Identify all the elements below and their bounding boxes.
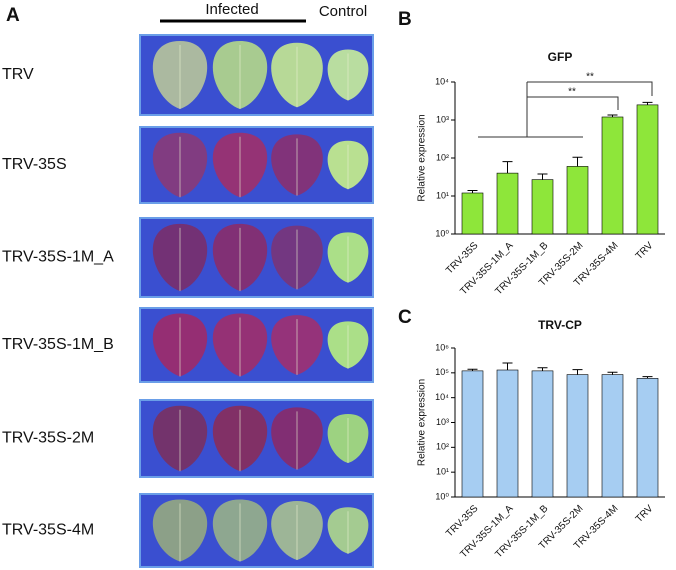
error-bar bbox=[467, 368, 478, 371]
y-tick-label: 10⁵ bbox=[435, 367, 449, 377]
error-bar bbox=[537, 367, 548, 371]
x-tick-label: TRV-35S bbox=[444, 240, 481, 277]
panel-label: B bbox=[398, 9, 412, 30]
x-tick-label: TRV bbox=[634, 240, 656, 262]
significance: ** bbox=[568, 87, 576, 98]
error-bar bbox=[607, 371, 618, 375]
y-tick-label: 10⁰ bbox=[435, 491, 449, 501]
chart-title: GFP bbox=[548, 50, 573, 64]
y-tick-label: 10³ bbox=[436, 114, 449, 124]
row-label: TRV-35S-2M bbox=[2, 430, 94, 447]
bar bbox=[461, 192, 484, 235]
error-bar bbox=[607, 114, 618, 117]
bar bbox=[496, 369, 519, 498]
y-tick-label: 10¹ bbox=[436, 190, 449, 200]
y-tick-label: 10³ bbox=[436, 417, 449, 427]
row-label: TRV-35S bbox=[2, 156, 67, 173]
y-tick-label: 10² bbox=[436, 442, 449, 452]
error-bar bbox=[642, 376, 653, 379]
panel-label: C bbox=[398, 307, 412, 328]
bar bbox=[566, 374, 589, 498]
row-label: TRV-35S-1M_A bbox=[2, 249, 114, 266]
row-label: TRV bbox=[2, 66, 34, 83]
bar bbox=[566, 166, 589, 235]
bar bbox=[636, 378, 659, 498]
panel-label: A bbox=[6, 5, 20, 26]
row-label: TRV-35S-4M bbox=[2, 522, 94, 539]
error-bar bbox=[502, 161, 513, 174]
bar bbox=[636, 104, 659, 235]
error-bar bbox=[537, 173, 548, 180]
y-tick-label: 10⁴ bbox=[435, 76, 449, 86]
error-bar bbox=[572, 369, 583, 375]
error-bar bbox=[502, 362, 513, 371]
y-axis-label: Relative expression bbox=[417, 114, 428, 201]
infected-label: Infected bbox=[205, 1, 258, 18]
control-label: Control bbox=[319, 3, 367, 20]
bar bbox=[461, 370, 484, 498]
bar bbox=[531, 179, 554, 235]
y-axis-label: Relative expression bbox=[417, 379, 428, 466]
y-tick-label: 10⁰ bbox=[435, 228, 449, 238]
row-label: TRV-35S-1M_B bbox=[2, 336, 114, 353]
significance-brackets bbox=[478, 81, 653, 138]
error-bar bbox=[642, 101, 653, 105]
x-tick-label: TRV bbox=[634, 503, 656, 525]
chart-title: TRV-CP bbox=[538, 318, 582, 332]
y-tick-label: 10² bbox=[436, 152, 449, 162]
x-tick-label: TRV-35S bbox=[444, 503, 481, 540]
bar bbox=[601, 116, 624, 235]
error-bar bbox=[467, 189, 478, 193]
significance: ** bbox=[586, 72, 594, 83]
error-bar bbox=[572, 156, 583, 167]
y-tick-label: 10¹ bbox=[436, 467, 449, 477]
y-tick-label: 10⁶ bbox=[435, 342, 449, 352]
y-tick-label: 10⁴ bbox=[435, 392, 449, 402]
bar bbox=[601, 374, 624, 498]
bar bbox=[496, 172, 519, 235]
bar bbox=[531, 370, 554, 498]
